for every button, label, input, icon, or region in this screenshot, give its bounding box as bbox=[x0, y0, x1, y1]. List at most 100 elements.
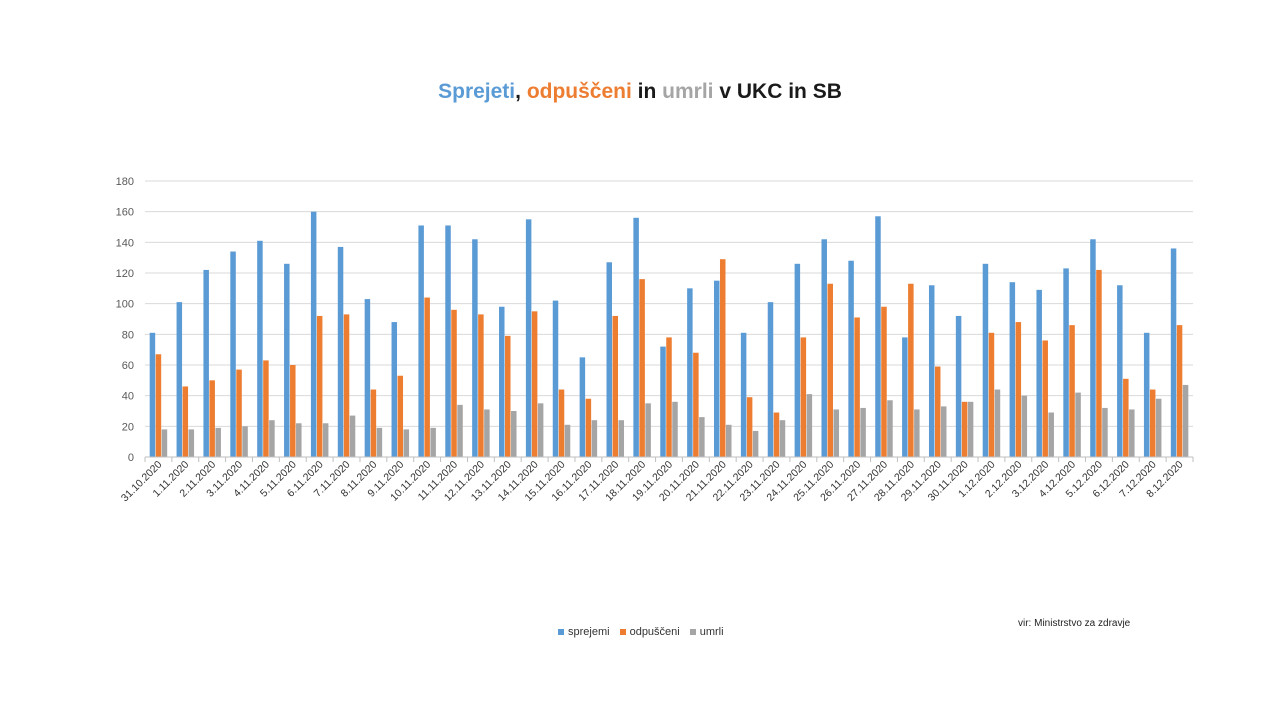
bar-odpuščeni bbox=[1176, 325, 1183, 457]
bar-odpuščeni bbox=[343, 314, 350, 457]
bar-sprejemi bbox=[1009, 282, 1016, 457]
bar-umrli bbox=[672, 401, 678, 457]
bar-odpuščeni bbox=[854, 317, 860, 457]
bar-umrli bbox=[1075, 392, 1081, 457]
bar-umrli bbox=[752, 430, 759, 457]
legend: sprejemi odpuščeni umrli bbox=[558, 626, 724, 638]
bar-odpuščeni bbox=[397, 375, 404, 457]
bar-umrli bbox=[296, 423, 302, 457]
bar-odpuščeni bbox=[558, 389, 565, 457]
chart-title-part: v UKC in SB bbox=[713, 80, 842, 103]
bar-sprejemi bbox=[821, 239, 827, 457]
y-axis-ticks: 0 20 40 60 80 100 120 140 160 180 bbox=[116, 176, 134, 464]
bar-odpuščeni bbox=[961, 401, 968, 457]
bar-sprejemi bbox=[472, 239, 478, 457]
bar-umrli bbox=[779, 420, 786, 457]
bar-sprejemi bbox=[337, 246, 344, 457]
bar-umrli bbox=[188, 429, 195, 457]
bar-sprejemi bbox=[499, 306, 505, 457]
bar-sprejemi bbox=[1036, 289, 1042, 457]
y-tick-label: 180 bbox=[116, 176, 134, 188]
bar-umrli bbox=[349, 415, 356, 457]
bar-sprejemi bbox=[149, 332, 156, 457]
bar-odpuščeni bbox=[719, 259, 726, 457]
bar-umrli bbox=[806, 394, 813, 457]
bar-odpuščeni bbox=[612, 315, 619, 457]
chart-title-part: , bbox=[515, 80, 527, 103]
x-axis bbox=[144, 456, 1194, 462]
chart-title-part: umrli bbox=[662, 80, 714, 103]
bar-sprejemi bbox=[203, 269, 209, 457]
bar-umrli bbox=[430, 427, 436, 457]
legend-item-odpuščeni: odpuščeni bbox=[619, 626, 680, 638]
legend-swatch bbox=[689, 629, 696, 635]
bar-sprejemi bbox=[418, 225, 424, 457]
y-tick-label: 140 bbox=[116, 237, 134, 249]
bar-odpuščeni bbox=[773, 412, 780, 457]
bar-odpuščeni bbox=[1042, 340, 1048, 457]
bar-odpuščeni bbox=[666, 337, 672, 457]
bar-umrli bbox=[699, 417, 705, 457]
bar-umrli bbox=[591, 420, 598, 457]
y-tick-label: 100 bbox=[116, 299, 134, 311]
bar-umrli bbox=[860, 407, 866, 457]
bar-umrli bbox=[322, 423, 329, 457]
bar-umrli bbox=[887, 400, 893, 457]
bar-sprejemi bbox=[1063, 268, 1069, 457]
bar-sprejemi bbox=[257, 240, 263, 457]
bar-sprejemi bbox=[875, 216, 881, 457]
y-tick-label: 0 bbox=[128, 452, 134, 464]
bar-odpuščeni bbox=[424, 297, 430, 457]
bar-odpuščeni bbox=[263, 360, 269, 457]
bar-umrli bbox=[1155, 398, 1162, 457]
x-axis-ticks: 31.10.20201.11.20202.11.20203.11.20204.1… bbox=[119, 459, 1186, 505]
bar-odpuščeni bbox=[1123, 378, 1129, 457]
bar-odpuščeni bbox=[155, 354, 162, 457]
bar-sprejemi bbox=[848, 260, 854, 457]
legend-swatch bbox=[619, 629, 626, 635]
bar-odpuščeni bbox=[1149, 389, 1156, 457]
bar-umrli bbox=[967, 401, 974, 457]
bar-odpuščeni bbox=[478, 314, 484, 457]
bar-odpuščeni bbox=[800, 337, 807, 457]
bar-umrli bbox=[242, 426, 248, 457]
source-note: vir: Ministrstvo za zdravje bbox=[1018, 618, 1131, 629]
bar-umrli bbox=[618, 420, 625, 457]
bar-sprejemi bbox=[230, 251, 236, 457]
bar-odpuščeni bbox=[316, 315, 323, 457]
bar-sprejemi bbox=[525, 219, 532, 457]
bar-umrli bbox=[511, 411, 517, 457]
bar-umrli bbox=[725, 424, 732, 457]
bar-sprejemi bbox=[1090, 239, 1096, 457]
bar-umrli bbox=[1102, 407, 1108, 457]
bar-sprejemi bbox=[1170, 248, 1177, 457]
bar-umrli bbox=[994, 389, 1001, 457]
legend-label: sprejemi bbox=[568, 626, 610, 638]
bar-umrli bbox=[645, 403, 651, 457]
bar-umrli bbox=[1129, 409, 1135, 457]
bar-odpuščeni bbox=[370, 389, 377, 457]
bar-sprejemi bbox=[1143, 332, 1150, 457]
bar-odpuščeni bbox=[451, 309, 457, 457]
bar-sprejemi bbox=[928, 285, 935, 457]
y-tick-label: 60 bbox=[122, 360, 134, 372]
bar-odpuščeni bbox=[988, 332, 995, 457]
bar-sprejemi bbox=[364, 299, 371, 457]
bar-umrli bbox=[833, 409, 839, 457]
bar-umrli bbox=[376, 427, 383, 457]
bar-odpuščeni bbox=[934, 366, 941, 457]
bar-sprejemi bbox=[713, 280, 720, 457]
bar-umrli bbox=[403, 429, 410, 457]
bar-odpuščeni bbox=[236, 369, 242, 457]
bar-odpuščeni bbox=[693, 352, 699, 457]
legend-item-sprejemi: sprejemi bbox=[558, 626, 610, 638]
bar-odpuščeni bbox=[1015, 322, 1022, 457]
bar-sprejemi bbox=[794, 263, 801, 457]
legend-swatch bbox=[558, 629, 564, 635]
bar-umrli bbox=[1182, 384, 1189, 457]
chart-title-part: Sprejeti bbox=[438, 80, 516, 103]
chart-title: Sprejeti, odpuščeni in umrli v UKC in SB bbox=[0, 80, 1280, 104]
bar-umrli bbox=[161, 429, 168, 457]
bar-odpuščeni bbox=[827, 283, 833, 457]
bar-odpuščeni bbox=[585, 398, 592, 457]
